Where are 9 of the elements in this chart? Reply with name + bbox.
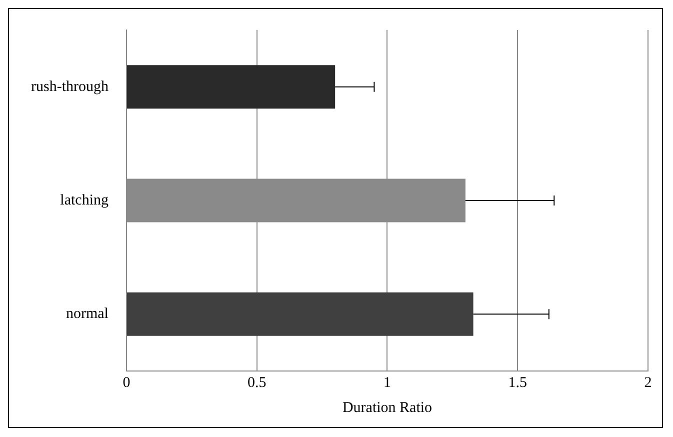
y-tick-label: latching <box>60 192 109 208</box>
x-tick-label: 2 <box>644 374 652 391</box>
y-tick-label: rush-through <box>30 78 109 95</box>
x-tick-label: 0 <box>122 374 130 391</box>
x-tick-label: 1 <box>383 374 391 391</box>
y-tick-label: normal <box>66 306 108 322</box>
x-axis-title: Duration Ratio <box>342 400 432 416</box>
x-tick-label: 1.5 <box>508 374 527 391</box>
x-tick-label: 0.5 <box>247 374 266 391</box>
